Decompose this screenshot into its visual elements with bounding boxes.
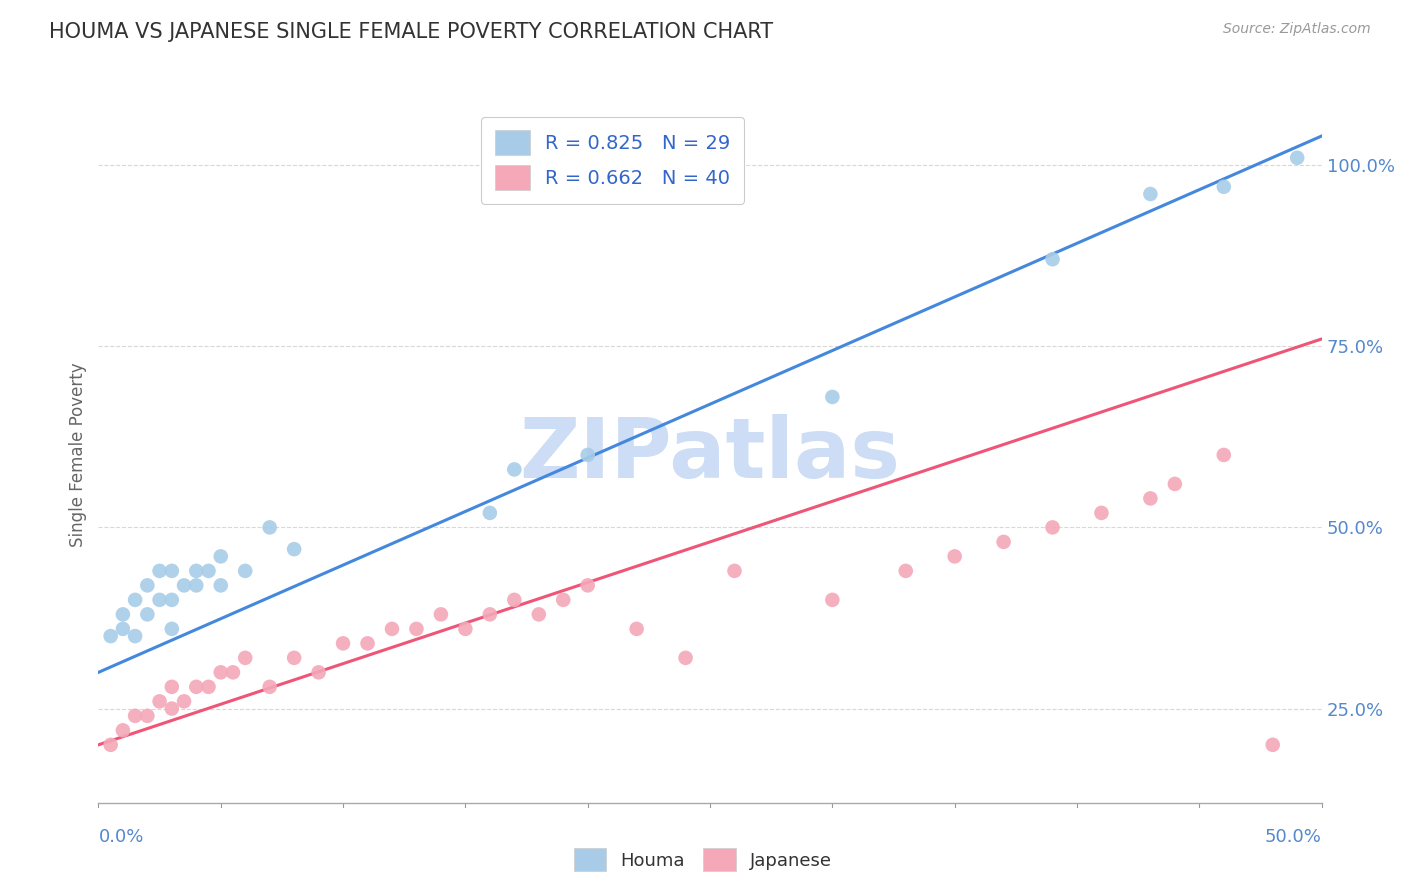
- Point: [160, 680, 183, 694]
- Text: 0.0%: 0.0%: [98, 828, 143, 847]
- Point: [1042, 520, 1064, 534]
- Point: [503, 462, 526, 476]
- Point: [553, 592, 575, 607]
- Point: [197, 680, 219, 694]
- Point: [283, 651, 305, 665]
- Point: [209, 549, 232, 564]
- Legend: Houma, Japanese: Houma, Japanese: [567, 841, 839, 879]
- Point: [1139, 187, 1161, 202]
- Point: [186, 564, 208, 578]
- Point: [626, 622, 648, 636]
- Text: ZIPatlas: ZIPatlas: [520, 415, 900, 495]
- Point: [233, 651, 256, 665]
- Point: [160, 564, 183, 578]
- Point: [1042, 252, 1064, 267]
- Point: [381, 622, 404, 636]
- Point: [1212, 179, 1234, 194]
- Point: [136, 578, 159, 592]
- Point: [186, 680, 208, 694]
- Point: [259, 680, 281, 694]
- Point: [576, 448, 599, 462]
- Point: [160, 622, 183, 636]
- Point: [821, 592, 844, 607]
- Point: [111, 622, 134, 636]
- Legend: R = 0.825   N = 29, R = 0.662   N = 40: R = 0.825 N = 29, R = 0.662 N = 40: [481, 117, 744, 203]
- Point: [209, 665, 232, 680]
- Point: [136, 708, 159, 723]
- Text: 50.0%: 50.0%: [1265, 828, 1322, 847]
- Point: [308, 665, 330, 680]
- Point: [1212, 448, 1234, 462]
- Point: [454, 622, 477, 636]
- Point: [136, 607, 159, 622]
- Text: Source: ZipAtlas.com: Source: ZipAtlas.com: [1223, 22, 1371, 37]
- Point: [1139, 491, 1161, 506]
- Point: [186, 578, 208, 592]
- Point: [993, 535, 1015, 549]
- Point: [478, 607, 501, 622]
- Point: [124, 592, 146, 607]
- Point: [149, 564, 172, 578]
- Point: [1164, 476, 1187, 491]
- Point: [503, 592, 526, 607]
- Point: [332, 636, 354, 650]
- Point: [173, 578, 195, 592]
- Point: [1090, 506, 1112, 520]
- Point: [209, 578, 232, 592]
- Point: [430, 607, 453, 622]
- Point: [259, 520, 281, 534]
- Point: [283, 542, 305, 557]
- Point: [111, 607, 134, 622]
- Point: [173, 694, 195, 708]
- Point: [222, 665, 245, 680]
- Point: [894, 564, 917, 578]
- Point: [100, 738, 122, 752]
- Y-axis label: Single Female Poverty: Single Female Poverty: [69, 363, 87, 547]
- Point: [1286, 151, 1309, 165]
- Point: [405, 622, 427, 636]
- Point: [821, 390, 844, 404]
- Point: [943, 549, 966, 564]
- Point: [356, 636, 378, 650]
- Text: HOUMA VS JAPANESE SINGLE FEMALE POVERTY CORRELATION CHART: HOUMA VS JAPANESE SINGLE FEMALE POVERTY …: [49, 22, 773, 42]
- Point: [576, 578, 599, 592]
- Point: [527, 607, 550, 622]
- Point: [233, 564, 256, 578]
- Point: [149, 592, 172, 607]
- Point: [478, 506, 501, 520]
- Point: [197, 564, 219, 578]
- Point: [675, 651, 697, 665]
- Point: [111, 723, 134, 738]
- Point: [1261, 738, 1284, 752]
- Point: [149, 694, 172, 708]
- Point: [160, 592, 183, 607]
- Point: [124, 708, 146, 723]
- Point: [723, 564, 745, 578]
- Point: [124, 629, 146, 643]
- Point: [160, 701, 183, 715]
- Point: [100, 629, 122, 643]
